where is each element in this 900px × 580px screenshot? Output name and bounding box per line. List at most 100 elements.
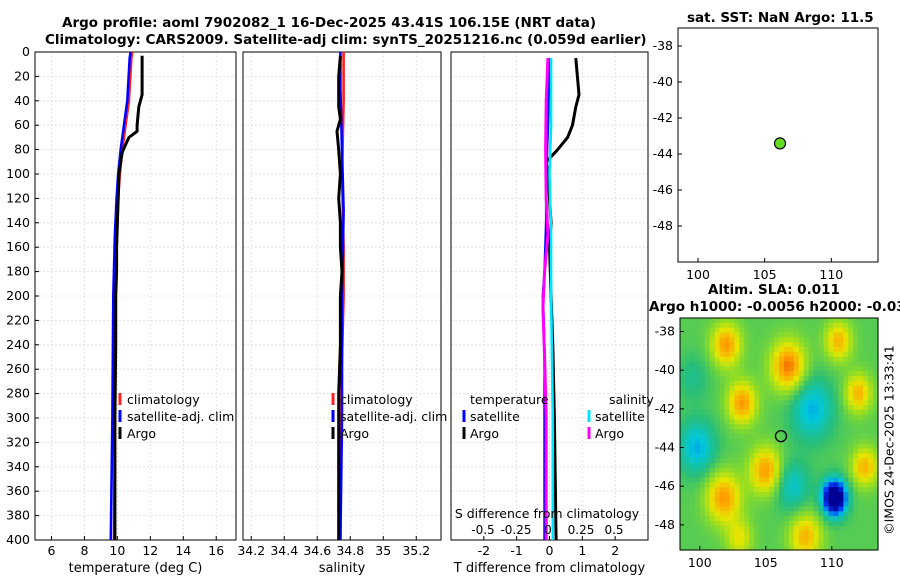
sla-cell <box>704 385 711 392</box>
sla-cell <box>714 318 721 324</box>
sla-cell <box>808 318 815 324</box>
sla-cell <box>793 351 800 358</box>
sla-cell <box>779 409 785 416</box>
sla-cell <box>749 525 755 532</box>
sla-cell <box>684 516 691 522</box>
diff-legend-sal-title: salinity <box>609 392 654 407</box>
sla-cell <box>709 501 716 508</box>
sla-cell <box>684 356 691 363</box>
sla-cell <box>754 463 760 469</box>
sla-cell <box>813 342 820 348</box>
sla-cell <box>749 356 755 363</box>
sla-cell <box>719 487 726 493</box>
sla-cell <box>729 366 736 372</box>
sla-cell <box>818 492 825 498</box>
sla-cell <box>699 487 706 493</box>
sla-cell <box>813 337 820 343</box>
sla-cell <box>848 429 854 435</box>
sla-cell <box>739 405 745 411</box>
sla-cell <box>734 424 740 430</box>
depth-tick-label: 80 <box>14 142 30 157</box>
sla-cell <box>724 371 731 377</box>
sla-cell <box>680 342 686 348</box>
sla-cell <box>783 463 790 469</box>
difference-panel-xtick-label: 1 <box>578 543 586 558</box>
sla-cell <box>788 385 795 392</box>
sla-cell <box>719 337 726 343</box>
sla-cell <box>704 540 711 546</box>
sla-cell <box>680 434 686 440</box>
depth-tick-label: 240 <box>6 337 30 352</box>
sla-cell <box>843 385 849 392</box>
sla-cell <box>719 414 726 421</box>
sla-cell <box>858 327 864 334</box>
sla-cell <box>793 405 800 411</box>
sla-cell <box>699 506 706 512</box>
sla-cell <box>788 376 795 382</box>
sla-cell <box>868 434 874 440</box>
sla-cell <box>764 477 770 483</box>
sla-cell <box>749 516 755 522</box>
sla-cell <box>749 405 755 411</box>
sla-cell <box>853 506 859 512</box>
sla-cell <box>769 496 775 503</box>
sla-cell <box>739 351 745 358</box>
sla-cell <box>838 318 844 324</box>
sst-ytick-label: -44 <box>653 146 673 161</box>
sla-cell <box>843 492 849 498</box>
sla-cell <box>823 545 830 551</box>
sla-cell <box>709 443 716 450</box>
sla-cell <box>724 453 731 459</box>
sla-cell <box>833 429 839 435</box>
sla-cell <box>714 347 721 353</box>
sla-cell <box>724 530 731 537</box>
sla-cell <box>684 429 691 435</box>
sla-cell <box>694 371 701 377</box>
sla-cell <box>863 467 869 474</box>
sla-cell <box>684 347 691 353</box>
sla-cell <box>803 347 810 353</box>
sla-cell <box>759 535 765 541</box>
sla-cell <box>680 395 686 401</box>
sla-cell <box>739 525 745 532</box>
sla-cell <box>689 467 696 474</box>
sla-cell <box>868 545 874 551</box>
sla-cell <box>749 390 755 396</box>
sla-cell <box>843 496 849 503</box>
sla-cell <box>749 366 755 372</box>
depth-tick-label: 380 <box>6 508 30 523</box>
sla-cell <box>783 318 790 324</box>
sla-cell <box>759 371 765 377</box>
sla-cell <box>843 371 849 377</box>
sla-cell <box>858 458 864 464</box>
sla-cell <box>739 419 745 425</box>
sla-cell <box>744 409 750 416</box>
sla-cell <box>754 405 760 411</box>
sla-cell <box>739 400 745 406</box>
sla-cell <box>843 390 849 396</box>
sla-cell <box>783 385 790 392</box>
sla-cell <box>709 521 716 527</box>
sla-cell <box>729 443 736 450</box>
sla-cell <box>823 458 830 464</box>
sla-cell <box>863 434 869 440</box>
sla-cell <box>788 530 795 537</box>
sla-cell <box>699 414 706 421</box>
sla-cell <box>739 342 745 348</box>
sla-cell <box>873 492 879 498</box>
sla-cell <box>823 424 830 430</box>
sla-cell <box>779 472 785 479</box>
sla-cell <box>798 467 805 474</box>
sla-cell <box>774 496 780 503</box>
sla-cell <box>724 545 731 551</box>
sla-cell <box>873 371 879 377</box>
sla-cell <box>808 409 815 416</box>
depth-tick-label: 60 <box>14 117 30 132</box>
sla-cell <box>848 443 854 450</box>
sla-cell <box>828 351 835 358</box>
sla-cell <box>863 530 869 537</box>
sla-cell <box>769 342 775 348</box>
sla-cell <box>798 409 805 416</box>
sla-cell <box>828 511 835 517</box>
sla-cell <box>868 356 874 363</box>
